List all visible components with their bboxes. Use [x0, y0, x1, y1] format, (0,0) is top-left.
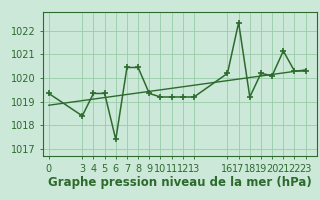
X-axis label: Graphe pression niveau de la mer (hPa): Graphe pression niveau de la mer (hPa) [48, 176, 312, 189]
